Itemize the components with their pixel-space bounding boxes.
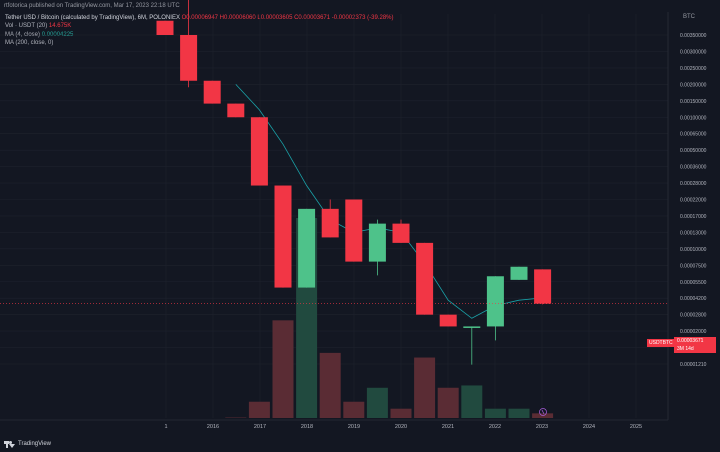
y-tick-label: 0.00007500	[680, 263, 707, 269]
last-price-value: 0.00003671	[677, 338, 704, 344]
volume-bar	[414, 357, 436, 418]
volume-label: Vol · USDT (20)	[5, 23, 48, 30]
x-tick-label: 2019	[348, 424, 360, 430]
volume-bar	[461, 385, 483, 418]
legend-volume-row[interactable]: Vol · USDT (20) 14.675K	[5, 22, 393, 30]
y-tick-label: 0.00050000	[680, 148, 707, 154]
volume-bar	[484, 408, 506, 418]
tradingview-logo-icon	[4, 440, 15, 448]
legend-title-row[interactable]: Tether USD / Bitcoin (calculated by Trad…	[5, 14, 393, 22]
x-tick-label: 2021	[442, 424, 454, 430]
candle-body	[298, 208, 316, 288]
y-tick-label: 0.00200000	[680, 82, 707, 88]
y-tick-label: 0.00350000	[680, 33, 707, 39]
y-tick-label: 0.00001210	[680, 362, 707, 368]
y-tick-label: 0.00036000	[680, 165, 707, 171]
candle-body	[180, 35, 198, 81]
x-tick-label: 2016	[207, 424, 219, 430]
event-marker-icon	[539, 408, 547, 416]
tradingview-branding[interactable]: TradingView	[4, 439, 51, 449]
y-tick-label: 0.00004200	[680, 296, 707, 302]
ohlc-values: O0.00006947 H0.00006060 L0.00003605 C0.0…	[181, 15, 394, 21]
volume-bar	[390, 408, 412, 418]
price-axis-currency: BTC	[683, 14, 695, 20]
y-tick-label: 0.00300000	[680, 49, 707, 55]
volume-value: 14.675K	[48, 23, 72, 30]
candle-body	[274, 185, 292, 288]
volume-bar	[319, 352, 341, 418]
bar-countdown: 3M 14d	[677, 346, 694, 352]
x-tick-label: 2017	[254, 424, 266, 430]
published-info: rtfotorica published on TradingView.com,…	[4, 3, 180, 9]
candle-body	[534, 269, 552, 304]
volume-bar	[437, 387, 459, 418]
candle-body	[321, 208, 339, 238]
candle-body	[227, 103, 245, 118]
volume-bar	[508, 408, 530, 418]
x-tick-label: 2018	[301, 424, 313, 430]
ma200-label: MA (200, close, 0)	[5, 40, 54, 47]
y-tick-label: 0.00028000	[680, 181, 707, 187]
x-tick-label: 2020	[395, 424, 407, 430]
tradingview-logo-text: TradingView	[18, 441, 52, 447]
x-tick-label: 2025	[630, 424, 642, 430]
candle-body	[368, 223, 386, 262]
y-tick-label: 0.00017000	[680, 214, 707, 220]
y-tick-label: 0.00002000	[680, 329, 707, 335]
legend-ma200-row[interactable]: MA (200, close, 0)	[5, 39, 393, 47]
candle-body	[203, 80, 221, 104]
y-tick-label: 0.00250000	[680, 66, 707, 72]
candle-body	[345, 199, 363, 262]
candle-body	[392, 223, 410, 243]
volume-bar	[366, 387, 388, 418]
x-tick-label: 2022	[489, 424, 501, 430]
candle-body	[156, 20, 174, 35]
y-tick-label: 0.00022000	[680, 198, 707, 204]
x-tick-label: 1	[164, 424, 167, 430]
candle-body	[486, 276, 504, 327]
y-tick-label: 0.00013000	[680, 230, 707, 236]
volume-bar	[248, 401, 270, 418]
y-tick-label: 0.00005500	[680, 280, 707, 286]
x-tick-label: 2023	[536, 424, 548, 430]
y-tick-label: 0.00065000	[680, 132, 707, 138]
y-tick-label: 0.00002800	[680, 313, 707, 319]
event-marker-glyph	[541, 409, 545, 415]
x-tick-label: 2024	[583, 424, 595, 430]
y-tick-label: 0.00010000	[680, 247, 707, 253]
y-tick-label: 0.00150000	[680, 99, 707, 105]
candle-body	[416, 242, 434, 315]
symbol-price-tag: USDTBTC	[647, 339, 675, 347]
symbol-title: Tether USD / Bitcoin (calculated by Trad…	[5, 15, 180, 21]
volume-bar	[272, 320, 294, 418]
candle-body	[250, 117, 268, 186]
volume-bar	[343, 401, 365, 418]
candle-body	[439, 314, 457, 327]
last-price-tag: 0.00003671 3M 14d	[674, 337, 716, 353]
y-tick-label: 0.00100000	[680, 115, 707, 121]
candle-body	[463, 326, 481, 328]
candle-body	[510, 266, 528, 280]
